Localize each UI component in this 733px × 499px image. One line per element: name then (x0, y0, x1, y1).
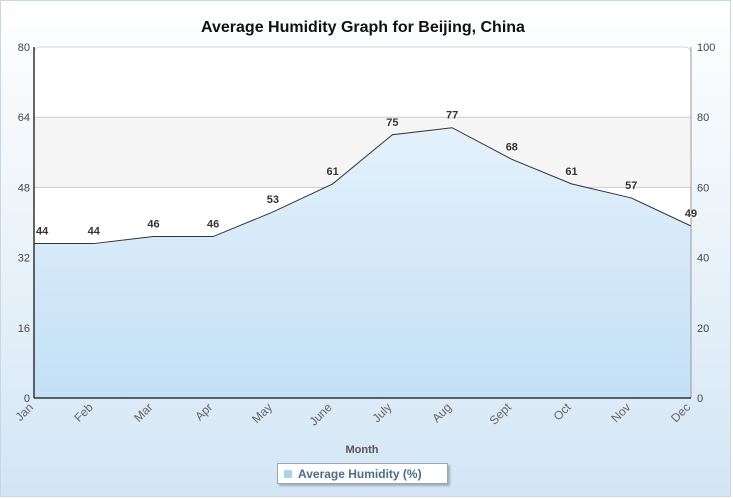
data-label: 75 (386, 117, 398, 129)
data-label-shadow: 77 (447, 111, 459, 123)
series-area (34, 127, 691, 398)
x-axis-tick-label: June (306, 400, 335, 429)
right-axis-tick-label: 0 (697, 393, 703, 405)
x-axis-tick-label: July (369, 400, 394, 425)
data-label-shadow: 61 (566, 167, 578, 179)
right-axis-tick-label: 100 (697, 42, 715, 54)
left-axis-tick-label: 64 (18, 112, 30, 124)
left-axis-tick-label: 48 (18, 182, 30, 194)
data-label: 77 (446, 110, 458, 122)
data-label: 46 (147, 219, 159, 231)
right-axis-tick-label: 20 (697, 323, 709, 335)
data-label-shadow: 57 (626, 181, 638, 193)
left-axis-tick-label: 80 (18, 42, 30, 54)
right-axis-tick-label: 80 (697, 112, 709, 124)
left-axis-tick-label: 0 (24, 393, 30, 405)
data-label: 57 (625, 180, 637, 192)
data-label-shadow: 75 (387, 118, 399, 130)
data-label: 68 (506, 141, 518, 153)
data-label-shadow: 53 (268, 195, 280, 207)
data-label-shadow: 46 (148, 220, 160, 232)
right-axis-tick-label: 40 (697, 253, 709, 265)
data-label-shadow: 44 (37, 227, 50, 239)
x-axis-tick-label: Aug (429, 400, 454, 425)
data-label: 61 (565, 166, 577, 178)
data-label-shadow: 68 (507, 142, 519, 154)
x-axis-tick-label: Jan (13, 400, 37, 424)
legend-label: Average Humidity (%) (298, 466, 422, 481)
left-axis-tick-label: 32 (18, 253, 30, 265)
x-axis-tick-label: Apr (192, 400, 215, 423)
x-axis-title: Month (346, 444, 379, 456)
data-label: 49 (685, 208, 697, 220)
x-axis-tick-label: Feb (71, 400, 96, 425)
left-axis-tick-label: 16 (18, 323, 30, 335)
data-label-shadow: 44 (89, 227, 102, 239)
x-axis-tick-label: Mar (131, 400, 156, 425)
chart-title: Average Humidity Graph for Beijing, Chin… (201, 19, 525, 36)
data-label-shadow: 61 (328, 167, 340, 179)
x-axis-tick-label: Sept (487, 400, 515, 428)
right-axis-tick-label: 60 (697, 182, 709, 194)
legend[interactable]: Average Humidity (%) (277, 463, 448, 484)
x-axis-tick-label: May (249, 400, 275, 426)
data-label: 44 (88, 226, 101, 238)
x-axis-tick-label: Oct (551, 400, 575, 424)
data-label-shadow: 46 (208, 220, 220, 232)
legend-swatch (284, 469, 292, 478)
data-label: 46 (207, 219, 219, 231)
data-label: 61 (327, 166, 339, 178)
series-line (34, 127, 692, 245)
data-label: 44 (36, 226, 49, 238)
data-label-shadow: 49 (686, 209, 698, 221)
x-axis-tick-label: Dec (668, 400, 693, 425)
x-axis-tick-label: Nov (608, 400, 633, 425)
data-label: 53 (267, 194, 279, 206)
